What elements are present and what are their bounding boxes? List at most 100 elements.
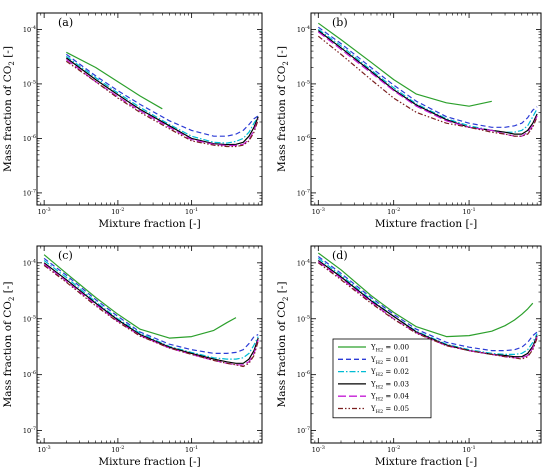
x-tick-label: 10-1 xyxy=(462,445,475,454)
tick-exponent: -3 xyxy=(320,445,325,451)
legend-entry-value: = 0.01 xyxy=(383,356,409,364)
tick-mantissa: 10 xyxy=(312,446,320,454)
x-tick-label: 10-2 xyxy=(387,207,400,216)
y-tick-label: 10-4 xyxy=(23,25,36,34)
tick-mantissa: 10 xyxy=(111,446,119,454)
series-group xyxy=(43,254,259,368)
y-axis-label-unit: [-] xyxy=(276,46,288,61)
tick-exponent: -7 xyxy=(31,426,36,432)
y-tick-label: 10-6 xyxy=(297,370,310,379)
tick-exponent: -6 xyxy=(31,134,36,140)
tick-exponent: -1 xyxy=(471,445,476,451)
tick-mantissa: 10 xyxy=(23,315,31,323)
tick-exponent: -7 xyxy=(31,188,36,194)
plot-frame xyxy=(310,12,542,206)
tick-exponent: -6 xyxy=(305,370,310,376)
legend-entry-sub: H2 xyxy=(376,397,384,403)
legend-entry: YH2 = 0.03 xyxy=(370,380,409,390)
x-tick-label: 10-3 xyxy=(312,207,325,216)
tick-exponent: -6 xyxy=(31,370,36,376)
y-tick-label: 10-6 xyxy=(23,134,36,143)
series-line-y-h2-0-00 xyxy=(317,252,534,338)
series-line-y-h2-0-05 xyxy=(65,60,259,148)
tick-exponent: -2 xyxy=(120,207,125,213)
tick-exponent: -2 xyxy=(395,445,400,451)
tick-mantissa: 10 xyxy=(23,189,31,197)
tick-exponent: -5 xyxy=(31,79,36,85)
tick-mantissa: 10 xyxy=(185,446,193,454)
tick-exponent: -5 xyxy=(305,79,310,85)
tick-mantissa: 10 xyxy=(462,208,470,216)
tick-mantissa: 10 xyxy=(23,26,31,34)
y-axis-label-main: Mass fraction of CO xyxy=(2,301,14,408)
y-axis-label-main: Mass fraction of CO xyxy=(2,65,14,172)
series-line-y-h2-0-02 xyxy=(65,55,259,144)
series-line-y-h2-0-03 xyxy=(317,30,538,135)
tick-exponent: -1 xyxy=(193,445,198,451)
tick-exponent: -6 xyxy=(305,134,310,140)
chart-panel-c: 10-3 10-2 10-110-710-610-510-4 (c)Mixture f… xyxy=(2,245,263,468)
tick-exponent: -2 xyxy=(395,207,400,213)
tick-mantissa: 10 xyxy=(297,26,305,34)
tick-exponent: -1 xyxy=(193,207,198,213)
tick-exponent: -7 xyxy=(305,426,310,432)
series-line-y-h2-0-01 xyxy=(65,53,259,137)
series-line-y-h2-0-03 xyxy=(43,262,259,364)
tick-exponent: -3 xyxy=(46,445,51,451)
tick-mantissa: 10 xyxy=(111,208,119,216)
tick-exponent: -3 xyxy=(320,207,325,213)
tick-exponent: -5 xyxy=(31,314,36,320)
legend-entry: YH2 = 0.00 xyxy=(370,344,409,354)
tick-mantissa: 10 xyxy=(38,208,46,216)
tick-exponent: -4 xyxy=(31,258,36,264)
legend-entry-prefix: Y xyxy=(370,380,376,388)
series-group xyxy=(317,22,538,137)
y-axis-label: Mass fraction of CO2 [-] xyxy=(2,46,16,172)
legend-entry: YH2 = 0.01 xyxy=(370,356,409,366)
y-axis-label-sub: 2 xyxy=(282,297,290,301)
tick-mantissa: 10 xyxy=(297,80,305,88)
series-line-y-h2-0-04 xyxy=(317,261,538,359)
x-tick-label: 10-3 xyxy=(38,207,51,216)
tick-mantissa: 10 xyxy=(297,135,305,143)
x-tick-label: 10-2 xyxy=(111,207,124,216)
tick-exponent: -5 xyxy=(305,314,310,320)
y-axis-label-unit: [-] xyxy=(2,282,14,297)
y-axis-label: Mass fraction of CO2 [-] xyxy=(2,282,16,408)
legend-entry-value: = 0.03 xyxy=(383,380,409,388)
legend-entry-value: = 0.00 xyxy=(383,344,409,352)
tick-mantissa: 10 xyxy=(312,208,320,216)
legend-entry-sub: H2 xyxy=(376,372,384,378)
legend-entry-sub: H2 xyxy=(376,409,384,415)
series-line-y-h2-0-01 xyxy=(43,257,259,354)
legend-box xyxy=(332,338,432,419)
y-tick-label: 10-5 xyxy=(23,314,36,323)
series-line-y-h2-0-04 xyxy=(43,263,259,366)
legend-entry-prefix: Y xyxy=(370,393,376,401)
tick-mantissa: 10 xyxy=(387,208,395,216)
tick-exponent: -3 xyxy=(46,207,51,213)
tick-mantissa: 10 xyxy=(23,371,31,379)
y-tick-label: 10-6 xyxy=(297,134,310,143)
legend-entry-value: = 0.02 xyxy=(383,368,409,376)
legend-entry-sub: H2 xyxy=(376,348,384,354)
x-tick-label: 10-3 xyxy=(38,445,51,454)
x-tick-label: 10-2 xyxy=(387,445,400,454)
legend-entry-prefix: Y xyxy=(370,405,376,413)
plot-frame xyxy=(36,245,263,444)
y-tick-label: 10-4 xyxy=(297,25,310,34)
tick-exponent: -4 xyxy=(305,25,310,31)
y-axis-label: Mass fraction of CO2 [-] xyxy=(276,46,290,172)
legend-entry-prefix: Y xyxy=(370,356,376,364)
legend-entry: YH2 = 0.05 xyxy=(370,405,409,415)
tick-exponent: -7 xyxy=(305,188,310,194)
x-tick-label: 10-1 xyxy=(185,445,198,454)
y-tick-label: 10-5 xyxy=(297,314,310,323)
series-line-y-h2-0-04 xyxy=(317,31,538,137)
y-tick-label: 10-7 xyxy=(23,188,36,197)
legend-entry: YH2 = 0.02 xyxy=(370,368,409,378)
panel-label: (a) xyxy=(58,16,73,29)
y-axis-label-sub: 2 xyxy=(8,297,16,301)
chart-panel-d: 10-3 10-2 10-110-710-610-510-4 (d)Mixture f… xyxy=(276,245,542,468)
